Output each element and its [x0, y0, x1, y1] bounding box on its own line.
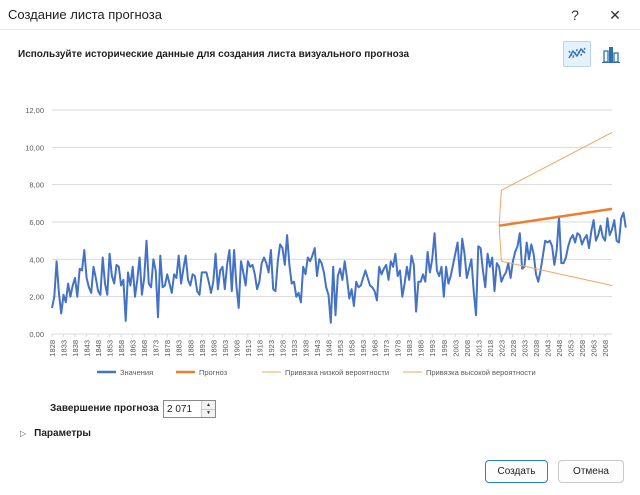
forecast-end-input[interactable] [164, 401, 202, 417]
x-tick-label: 1828 [48, 340, 57, 357]
x-tick-label: 2068 [601, 340, 610, 357]
y-tick-label: 12,00 [25, 106, 44, 115]
x-tick-label: 2008 [463, 340, 472, 357]
x-tick-label: 2033 [520, 340, 529, 357]
x-tick-label: 1908 [232, 340, 241, 357]
legend-label: Значения [120, 368, 153, 377]
x-tick-label: 1893 [198, 340, 207, 357]
x-tick-label: 1963 [359, 340, 368, 357]
x-tick-label: 2003 [451, 340, 460, 357]
stepper-up-icon[interactable]: ▲ [202, 401, 215, 410]
x-tick-label: 1903 [221, 340, 230, 357]
x-tick-label: 1838 [71, 340, 80, 357]
x-tick-label: 1863 [129, 340, 138, 357]
x-tick-label: 1928 [278, 340, 287, 357]
x-tick-label: 1858 [117, 340, 126, 357]
legend-label: Прогноз [199, 368, 228, 377]
x-tick-label: 1848 [94, 340, 103, 357]
x-tick-label: 2063 [590, 340, 599, 357]
x-tick-label: 2043 [543, 340, 552, 357]
help-button[interactable]: ? [571, 7, 579, 23]
cancel-button[interactable]: Отмена [558, 460, 624, 483]
x-tick-label: 1988 [417, 340, 426, 357]
x-tick-label: 1953 [336, 340, 345, 357]
dialog-subtitle: Используйте исторические данные для созд… [18, 49, 410, 60]
parameters-label: Параметры [34, 428, 91, 439]
legend-label: Привязка низкой вероятности [285, 368, 389, 377]
x-tick-label: 2028 [509, 340, 518, 357]
x-tick-label: 1983 [405, 340, 414, 357]
line-chart-icon [568, 47, 586, 59]
y-tick-label: 10,00 [25, 143, 44, 152]
x-tick-label: 1943 [313, 340, 322, 357]
x-tick-label: 1923 [267, 340, 276, 357]
x-tick-label: 2048 [555, 340, 564, 357]
y-tick-label: 8,00 [29, 181, 44, 190]
forecast-end-label: Завершение прогноза [50, 403, 159, 414]
forecast-end-stepper[interactable]: ▲ ▼ [163, 400, 216, 418]
y-tick-label: 0,00 [29, 330, 44, 339]
x-tick-label: 1878 [163, 340, 172, 357]
x-tick-label: 1918 [255, 340, 264, 357]
x-tick-label: 1978 [394, 340, 403, 357]
x-tick-label: 2058 [578, 340, 587, 357]
stepper-down-icon[interactable]: ▼ [202, 409, 215, 417]
x-tick-label: 1958 [348, 340, 357, 357]
x-tick-label: 1948 [325, 340, 334, 357]
x-tick-label: 2038 [532, 340, 541, 357]
x-tick-label: 1968 [371, 340, 380, 357]
x-tick-label: 1853 [106, 340, 115, 357]
window-title: Создание листа прогноза [8, 7, 162, 22]
x-tick-label: 1998 [440, 340, 449, 357]
legend-label: Привязка высокой вероятности [426, 368, 536, 377]
y-tick-label: 2,00 [29, 293, 44, 302]
create-button[interactable]: Создать [485, 460, 548, 483]
x-tick-label: 1888 [186, 340, 195, 357]
x-tick-label: 1993 [428, 340, 437, 357]
stepper-buttons: ▲ ▼ [201, 401, 215, 417]
x-tick-label: 1933 [290, 340, 299, 357]
y-tick-label: 4,00 [29, 255, 44, 264]
forecast-chart: 0,00 2,00 4,00 6,00 8,00 10,00 12,00 1828 1833 18… [0, 90, 640, 390]
x-tick-label: 1873 [152, 340, 161, 357]
x-tick-label: 1868 [140, 340, 149, 357]
column-chart-view-button[interactable] [597, 41, 625, 67]
x-tick-label: 1883 [175, 340, 184, 357]
x-tick-label: 1833 [60, 340, 69, 357]
parameters-expander[interactable]: ▷ Параметры [20, 428, 91, 439]
series-forecast-line [498, 207, 613, 227]
x-tick-label: 1843 [83, 340, 92, 357]
x-tick-label: 1913 [244, 340, 253, 357]
x-tick-label: 2023 [497, 340, 506, 357]
series-low-bound-line [498, 225, 613, 286]
line-chart-view-button[interactable] [563, 41, 591, 67]
x-tick-label: 1973 [382, 340, 391, 357]
x-tick-label: 2013 [474, 340, 483, 357]
x-tick-label: 1898 [209, 340, 218, 357]
x-tick-label: 2018 [486, 340, 495, 357]
title-bar: Создание листа прогноза ? ✕ [0, 0, 640, 30]
x-tick-label: 2053 [567, 340, 576, 357]
series-high-bound-line [498, 131, 613, 226]
column-chart-icon [602, 47, 620, 63]
chevron-right-icon: ▷ [20, 429, 27, 438]
series-values-line [51, 211, 627, 324]
x-tick-label: 1938 [301, 340, 310, 357]
y-tick-label: 6,00 [29, 218, 44, 227]
close-button[interactable]: ✕ [609, 6, 621, 23]
